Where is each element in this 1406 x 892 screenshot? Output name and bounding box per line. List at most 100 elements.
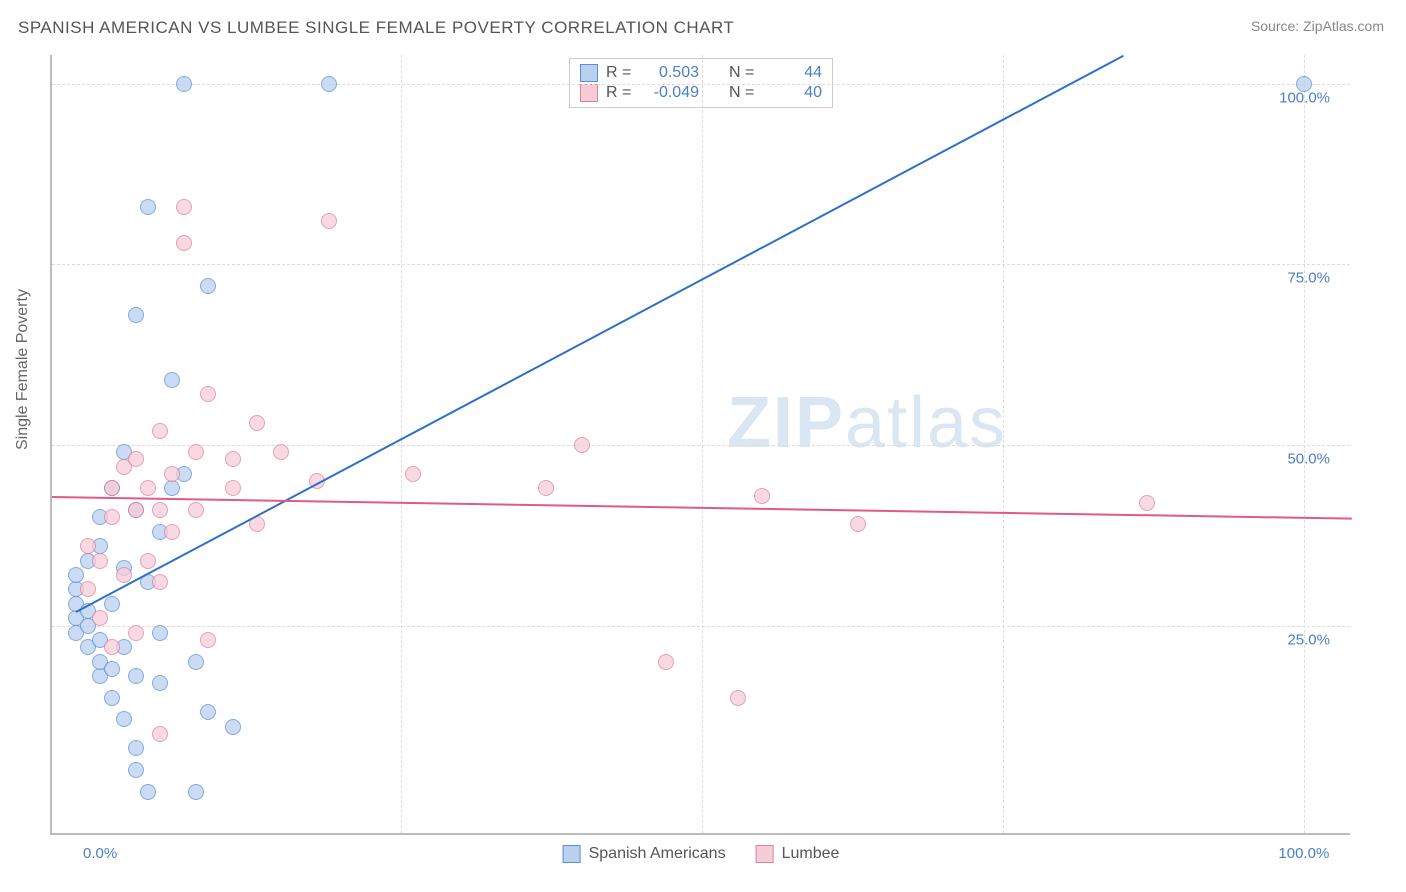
scatter-point xyxy=(140,199,156,215)
scatter-point xyxy=(164,466,180,482)
scatter-point xyxy=(249,415,265,431)
y-tick-label: 50.0% xyxy=(1287,451,1330,468)
chart-title: SPANISH AMERICAN VS LUMBEE SINGLE FEMALE… xyxy=(18,18,734,38)
scatter-point xyxy=(405,466,421,482)
scatter-point xyxy=(128,625,144,641)
scatter-point xyxy=(188,654,204,670)
gridline-vertical xyxy=(702,55,703,833)
scatter-point xyxy=(116,567,132,583)
scatter-point xyxy=(152,726,168,742)
gridline-vertical xyxy=(1304,55,1305,833)
scatter-point xyxy=(273,444,289,460)
scatter-point xyxy=(188,444,204,460)
y-tick-label: 75.0% xyxy=(1287,270,1330,287)
scatter-point xyxy=(188,784,204,800)
scatter-point xyxy=(104,639,120,655)
scatter-point xyxy=(152,625,168,641)
scatter-point xyxy=(104,596,120,612)
r-label: R = xyxy=(606,84,636,102)
scatter-point xyxy=(200,704,216,720)
gridline-horizontal xyxy=(52,626,1350,627)
gridline-horizontal xyxy=(52,445,1350,446)
scatter-point xyxy=(128,502,144,518)
scatter-point xyxy=(140,553,156,569)
scatter-point xyxy=(68,567,84,583)
series-legend: Spanish Americans Lumbee xyxy=(563,845,840,863)
scatter-point xyxy=(104,509,120,525)
chart-container: { "title": "SPANISH AMERICAN VS LUMBEE S… xyxy=(0,0,1406,892)
legend-swatch xyxy=(563,845,581,863)
n-value: 40 xyxy=(767,84,822,102)
scatter-point xyxy=(225,719,241,735)
legend-item: Lumbee xyxy=(756,845,840,863)
y-tick-label: 25.0% xyxy=(1287,631,1330,648)
scatter-point xyxy=(538,480,554,496)
scatter-point xyxy=(92,553,108,569)
scatter-point xyxy=(104,661,120,677)
scatter-point xyxy=(321,76,337,92)
watermark: ZIPatlas xyxy=(727,382,1007,464)
scatter-point xyxy=(128,307,144,323)
scatter-point xyxy=(128,762,144,778)
gridline-vertical xyxy=(1003,55,1004,833)
scatter-point xyxy=(140,784,156,800)
scatter-point xyxy=(128,451,144,467)
r-value: 0.503 xyxy=(644,64,699,82)
plot-area: ZIPatlas R =0.503N =44R =-0.049N =40 Spa… xyxy=(50,55,1350,835)
regression-line xyxy=(76,55,1124,613)
scatter-point xyxy=(321,213,337,229)
n-label: N = xyxy=(729,84,759,102)
scatter-point xyxy=(164,372,180,388)
scatter-point xyxy=(140,480,156,496)
scatter-point xyxy=(92,610,108,626)
scatter-point xyxy=(104,480,120,496)
scatter-point xyxy=(80,581,96,597)
scatter-point xyxy=(128,740,144,756)
legend-item: Spanish Americans xyxy=(563,845,726,863)
legend-swatch xyxy=(580,64,598,82)
x-tick-label: 100.0% xyxy=(1278,845,1329,862)
scatter-point xyxy=(225,480,241,496)
scatter-point xyxy=(754,488,770,504)
scatter-point xyxy=(164,480,180,496)
stats-row: R = 0.503 N = 44 xyxy=(580,63,822,83)
scatter-point xyxy=(850,516,866,532)
n-value: 44 xyxy=(767,64,822,82)
scatter-point xyxy=(225,451,241,467)
scatter-point xyxy=(152,423,168,439)
scatter-point xyxy=(574,437,590,453)
scatter-point xyxy=(200,386,216,402)
gridline-horizontal xyxy=(52,84,1350,85)
legend-label: Spanish Americans xyxy=(589,845,726,863)
legend-label: Lumbee xyxy=(782,845,840,863)
scatter-point xyxy=(104,690,120,706)
scatter-point xyxy=(116,711,132,727)
gridline-vertical xyxy=(401,55,402,833)
legend-swatch xyxy=(580,84,598,102)
scatter-point xyxy=(128,668,144,684)
y-tick-label: 100.0% xyxy=(1279,89,1330,106)
scatter-point xyxy=(176,235,192,251)
scatter-point xyxy=(1296,76,1312,92)
r-label: R = xyxy=(606,64,636,82)
scatter-point xyxy=(80,538,96,554)
scatter-point xyxy=(152,574,168,590)
x-tick-label: 0.0% xyxy=(83,845,117,862)
n-label: N = xyxy=(729,64,759,82)
scatter-point xyxy=(164,524,180,540)
scatter-point xyxy=(200,632,216,648)
scatter-point xyxy=(176,199,192,215)
scatter-point xyxy=(188,502,204,518)
legend-swatch xyxy=(756,845,774,863)
r-value: -0.049 xyxy=(644,84,699,102)
scatter-point xyxy=(152,502,168,518)
source-attribution: Source: ZipAtlas.com xyxy=(1251,18,1384,34)
scatter-point xyxy=(1139,495,1155,511)
gridline-horizontal xyxy=(52,264,1350,265)
scatter-point xyxy=(152,675,168,691)
stats-row: R = -0.049 N = 40 xyxy=(580,83,822,103)
y-axis-label: Single Female Poverty xyxy=(14,289,32,450)
scatter-point xyxy=(658,654,674,670)
scatter-point xyxy=(200,278,216,294)
scatter-point xyxy=(176,76,192,92)
